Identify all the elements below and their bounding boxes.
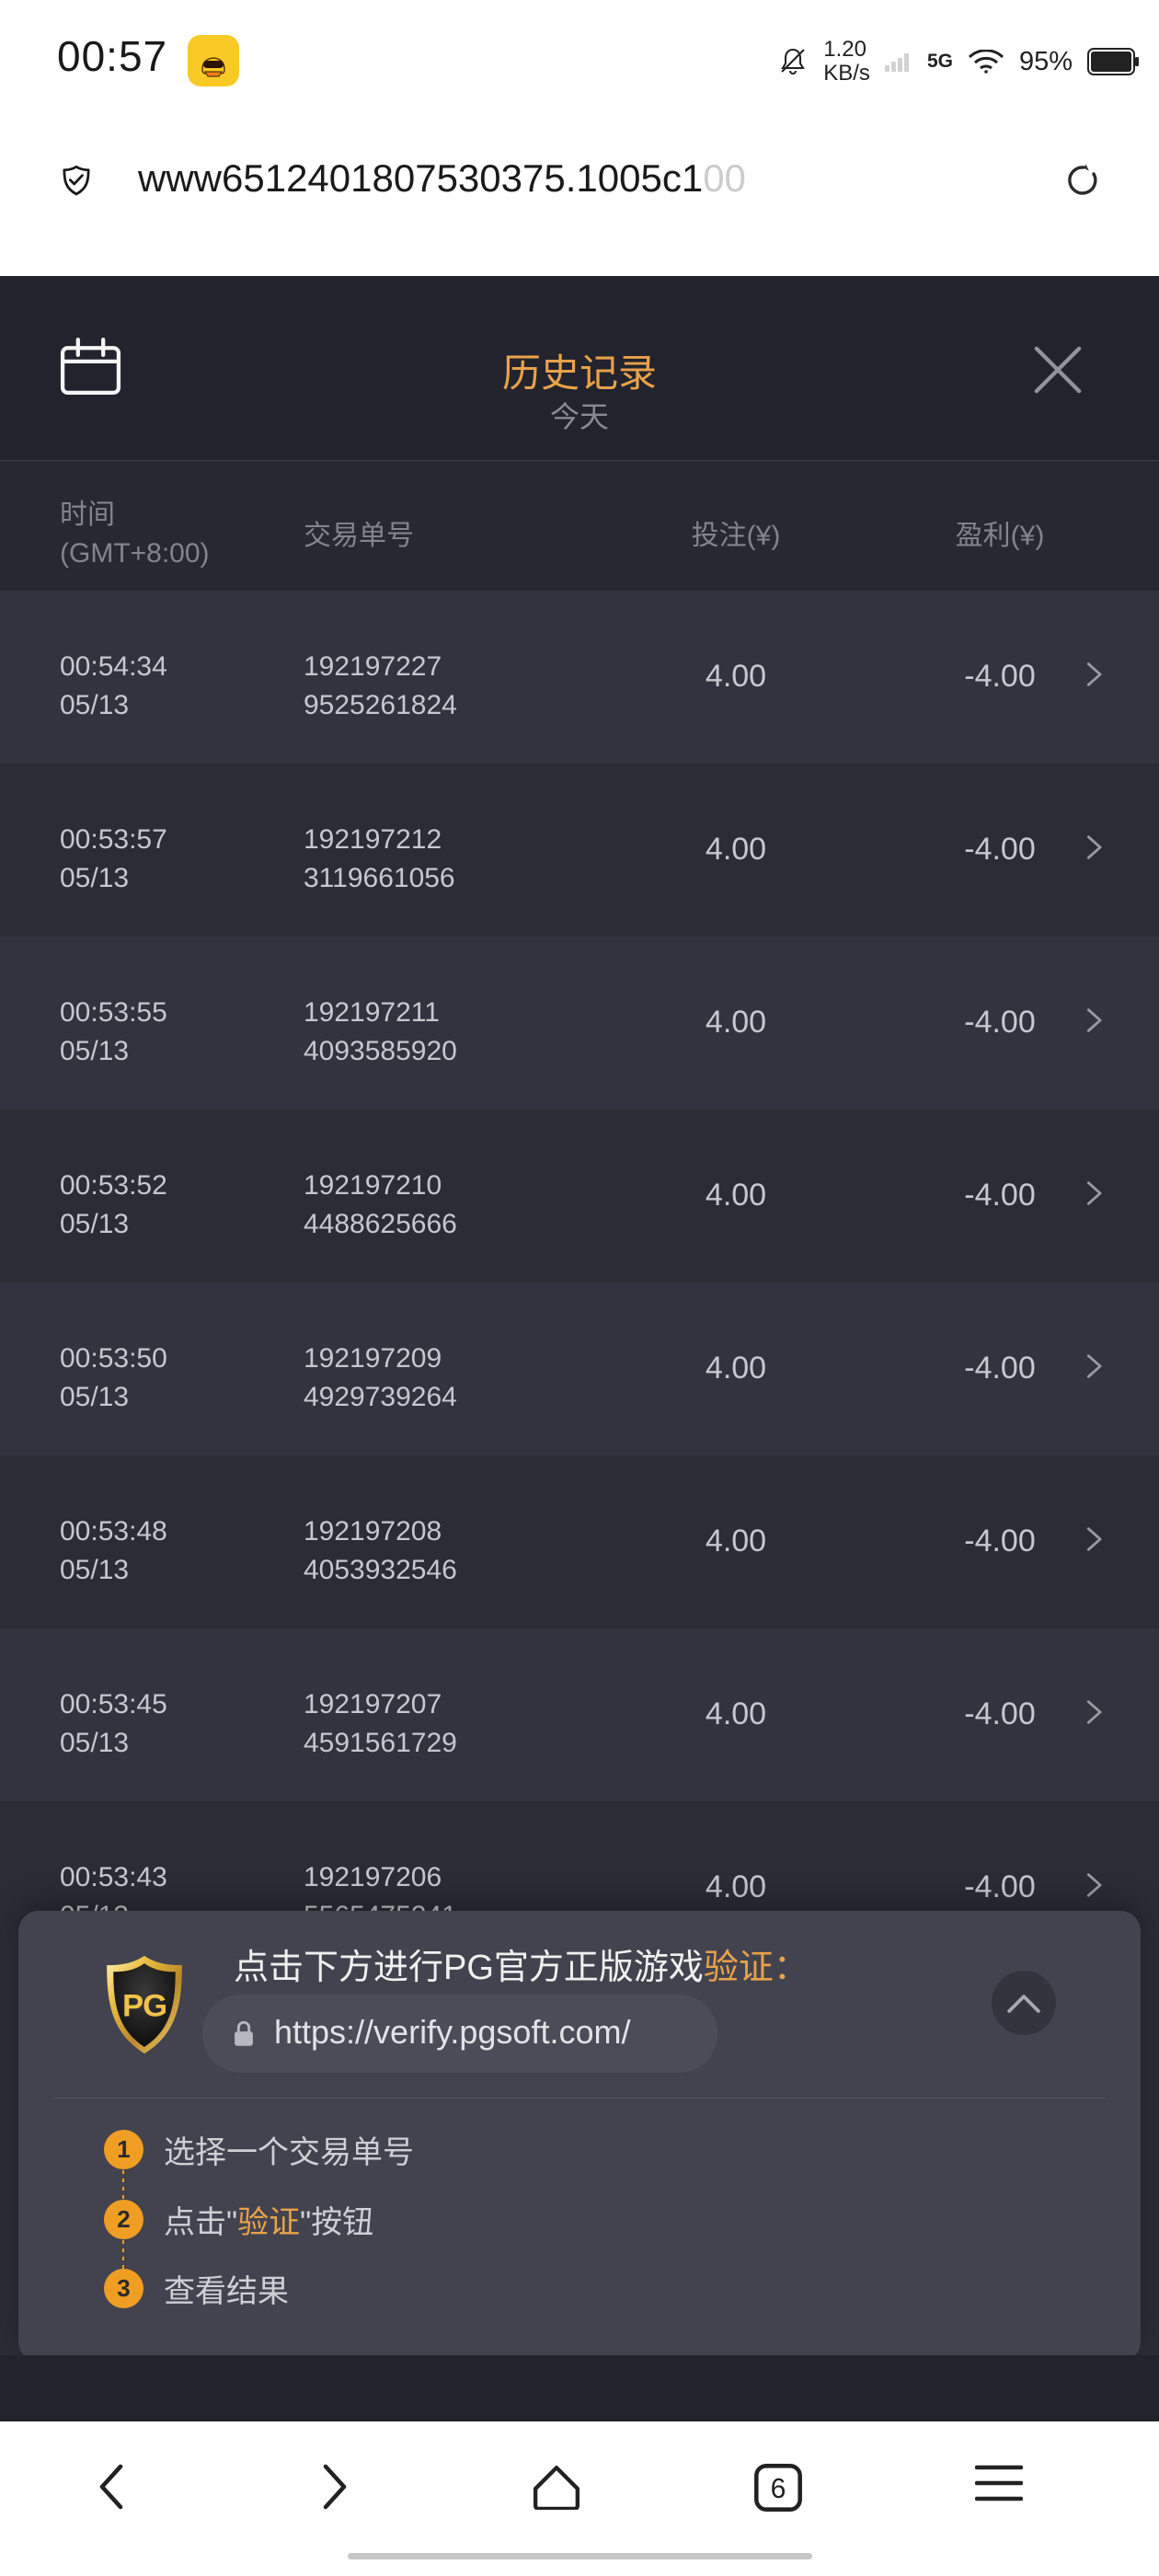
- svg-text:6: 6: [771, 2474, 786, 2504]
- svg-text:PG: PG: [122, 1988, 166, 2023]
